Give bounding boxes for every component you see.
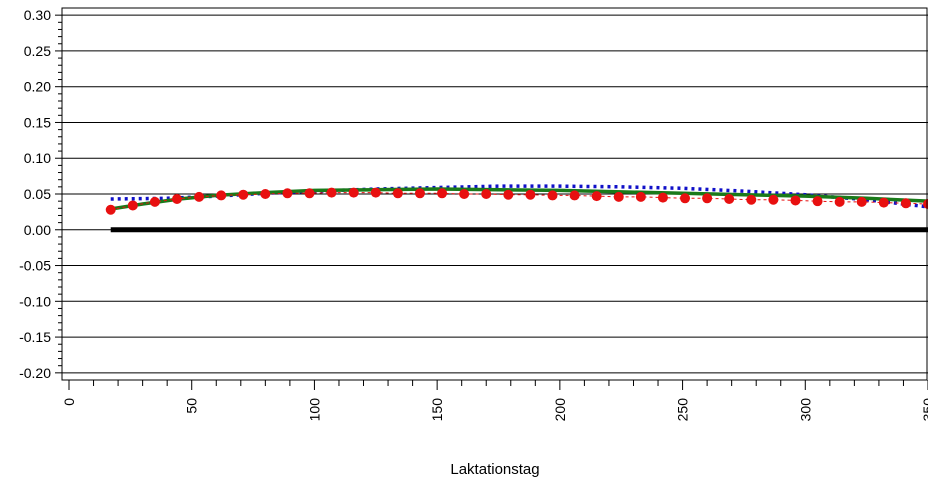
red-data-point [437,188,448,199]
x-tick-label: 350 [920,398,928,422]
x-tick-label: 150 [429,398,445,422]
red-data-point [238,189,249,200]
red-data-point [481,189,492,199]
y-tick-label: 0.05 [24,186,51,202]
red-data-point [459,189,470,199]
red-data-point [171,194,182,205]
red-data-point [856,196,867,207]
red-data-point [326,187,337,198]
x-tick-label: 200 [552,398,568,422]
red-data-point [547,190,558,201]
series-line-red-dashed [110,192,928,211]
y-tick-label: 0.20 [24,79,51,95]
red-data-point [834,196,845,207]
series-line-green [110,187,928,211]
red-data-point [702,193,713,204]
red-data-point [370,187,381,198]
red-data-point [282,188,293,199]
red-data-point [127,200,138,211]
red-data-point [392,188,403,199]
red-data-point [724,194,735,205]
red-data-point [790,195,801,206]
y-tick-label: -0.20 [19,365,51,381]
x-axis: 0 50 100 150 200 250 300 350 [61,380,928,421]
red-data-point [657,192,668,203]
x-tick-label: 250 [675,398,691,422]
red-data-point [591,191,602,202]
red-data-point [260,189,271,199]
red-data-point [105,204,116,215]
red-data-point [812,196,823,207]
y-tick-label: 0.15 [24,114,51,130]
red-data-point [414,188,425,199]
y-tick-label: 0.10 [24,150,51,166]
red-data-point [348,187,359,198]
y-tick-label: -0.10 [19,293,51,309]
red-data-point [878,197,889,208]
red-data-point [569,190,580,201]
red-data-point [503,189,514,200]
red-data-point [768,194,779,205]
y-axis: 0.30 0.25 0.20 0.15 0.10 0.05 0.00 -0.05 -0.10 -0… [19,7,62,381]
chart-series [105,184,928,233]
y-tick-label: 0.30 [24,7,51,23]
red-data-point [194,191,205,202]
red-data-point [680,193,691,204]
red-data-point [635,191,646,202]
y-tick-label: 0.00 [24,222,51,238]
x-tick-label: 50 [184,398,200,414]
y-tick-label: -0.15 [19,329,51,345]
red-data-point [900,198,911,209]
red-data-point [613,191,624,202]
red-data-point [304,188,315,199]
y-tick-label: 0.25 [24,43,51,59]
red-data-point [149,196,160,207]
red-data-point [525,189,536,200]
y-tick-label: -0.05 [19,258,51,274]
x-tick-label: 300 [797,398,813,422]
red-data-point [746,194,757,205]
x-tick-label: 0 [61,398,77,406]
x-axis-title: Laktationstag [450,461,539,478]
red-data-point [216,190,227,201]
x-tick-label: 100 [306,398,322,422]
